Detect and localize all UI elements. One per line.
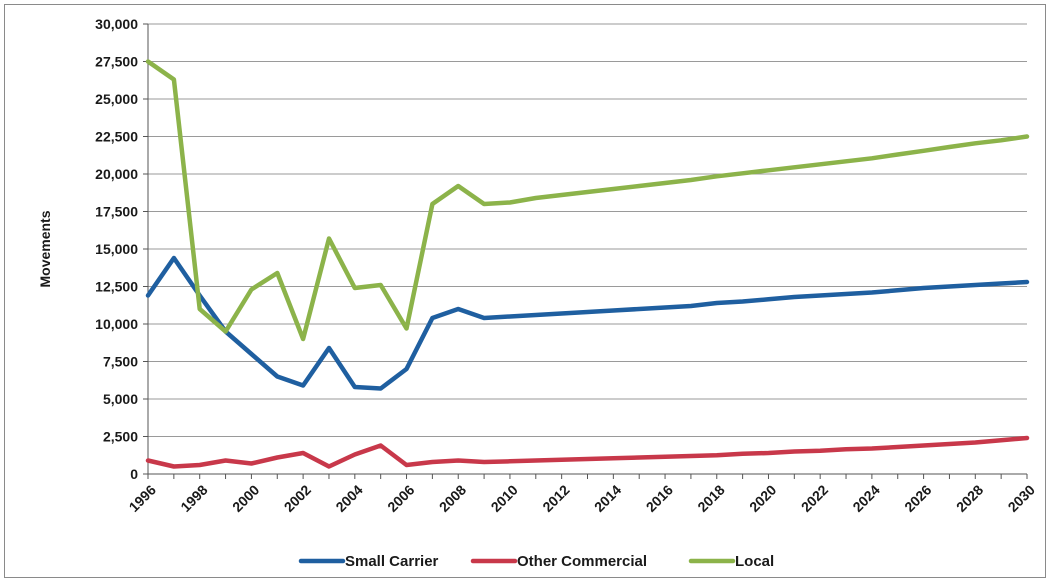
x-tick-label: 2008: [436, 481, 469, 514]
x-tick-label: 2002: [281, 481, 314, 514]
x-tick-label: 2030: [1005, 481, 1038, 514]
x-tick-label: 2016: [643, 481, 676, 514]
x-tick-label: 2024: [849, 481, 882, 514]
x-tick-label: 2014: [591, 481, 624, 514]
y-tick-label: 2,500: [103, 429, 138, 445]
series-lines: [145, 59, 1030, 469]
x-tick-label: 2012: [539, 481, 572, 514]
y-axis-title: Movements: [37, 210, 53, 287]
x-tick-label: 1996: [126, 481, 159, 514]
x-tick-label: 2022: [798, 481, 831, 514]
series-line-0: [145, 255, 1030, 391]
legend: Small Carrier Other Commercial Local: [298, 553, 774, 570]
x-tick-label: 1998: [177, 481, 210, 514]
chart-frame: 0 2,500 5,000 7,500 10,000 12,500 15,000 17,500…: [4, 4, 1046, 578]
y-tick-label: 10,000: [95, 316, 138, 332]
x-tick-label: 2004: [332, 481, 365, 514]
y-tick-label: 27,500: [95, 54, 138, 70]
series-line-1: [145, 435, 1030, 469]
x-tick-label: 2028: [953, 481, 986, 514]
x-tick-label: 2020: [746, 481, 779, 514]
legend-label-0: Small Carrier: [345, 553, 439, 570]
gridlines: [148, 23, 1027, 437]
legend-label-2: Local: [735, 553, 774, 570]
y-tick-label: 25,000: [95, 91, 138, 107]
y-tick-label: 7,500: [103, 354, 138, 370]
x-tick-label: 2018: [694, 481, 727, 514]
x-tick-label: 2026: [901, 481, 934, 514]
y-tick-label: 30,000: [95, 16, 138, 32]
x-tick-label: 2006: [384, 481, 417, 514]
y-tick-label: 12,500: [95, 279, 138, 295]
y-tick-label: 22,500: [95, 129, 138, 145]
y-tick-label: 15,000: [95, 241, 138, 257]
x-axis-ticks: 1996 1998 2000 2002 2004 2006 2008 2010 2012 2014…: [126, 474, 1038, 515]
y-tick-label: 0: [130, 466, 138, 482]
y-tick-label: 5,000: [103, 391, 138, 407]
line-chart: 0 2,500 5,000 7,500 10,000 12,500 15,000 17,500…: [37, 16, 1038, 570]
y-tick-label: 17,500: [95, 204, 138, 220]
legend-label-1: Other Commercial: [517, 553, 647, 570]
series-line-2: [145, 59, 1030, 342]
x-tick-label: 2010: [488, 481, 521, 514]
x-tick-label: 2000: [229, 481, 262, 514]
y-axis-ticks: 0 2,500 5,000 7,500 10,000 12,500 15,000 17,500…: [95, 16, 148, 482]
y-tick-label: 20,000: [95, 166, 138, 182]
